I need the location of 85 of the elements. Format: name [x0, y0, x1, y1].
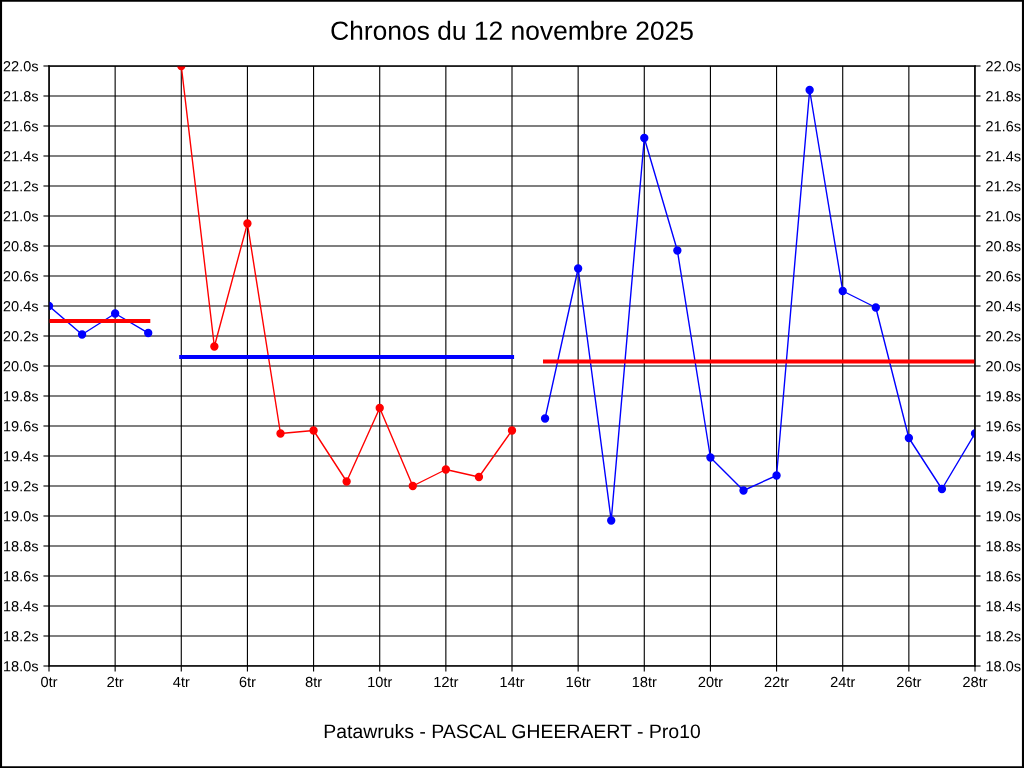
y-tick-label: 21.2s [3, 181, 39, 192]
y2-tick-label: 20.2s [986, 331, 1021, 342]
y2-tick-label: 22.0s [986, 61, 1021, 72]
point [210, 342, 219, 351]
y2-tick-label: 19.4s [986, 451, 1021, 462]
x-tick-label: 28tr [963, 676, 988, 688]
point [640, 133, 649, 143]
y2-tick-label: 19.6s [986, 421, 1021, 432]
x-tick-label: 22tr [764, 676, 789, 688]
y-tick-label: 18.0s [4, 661, 39, 672]
x-tick-label: 26tr [897, 676, 922, 688]
x-tick-label: 18tr [632, 676, 657, 688]
y-tick-label: 18.8s [4, 541, 39, 552]
chart-title: Chronos du 12 novembre 2025 [331, 20, 693, 41]
x-tick-label: 4tr [173, 676, 190, 688]
point [706, 453, 715, 462]
y2-tick-label: 21.4s [986, 151, 1021, 162]
y-tick-label: 19.6s [4, 421, 39, 432]
y-tick-label: 19.0s [4, 511, 39, 522]
y-tick-label: 20.0s [3, 361, 39, 372]
y2-tick-label: 20.0s [986, 361, 1021, 372]
y-tick-label: 20.2s [3, 331, 39, 342]
point [739, 486, 748, 495]
y2-tick-label: 21.0s [986, 211, 1021, 222]
x-tick-label: 0tr [41, 676, 58, 688]
x-tick-label: 20tr [698, 676, 723, 688]
x-tick-label: 16tr [566, 676, 591, 688]
y-tick-label: 21.0s [3, 211, 39, 222]
point [408, 481, 417, 491]
point [441, 465, 451, 474]
point [474, 472, 484, 482]
y2-tick-label: 21.8s [986, 91, 1021, 102]
y2-tick-label: 19.2s [986, 481, 1021, 492]
x-tick-label: 6tr [239, 676, 256, 688]
y2-tick-label: 18.0s [986, 661, 1021, 672]
y2-tick-label: 20.4s [986, 301, 1021, 312]
y-tick-label: 18.2s [4, 631, 39, 642]
y-tick-label: 20.6s [3, 271, 39, 282]
x-tick-label: 12tr [434, 676, 459, 688]
point [144, 328, 153, 338]
y2-tick-label: 18.2s [986, 631, 1021, 642]
y-tick-label: 21.6s [3, 121, 39, 132]
point [904, 433, 914, 443]
point [309, 426, 318, 435]
point [110, 309, 120, 318]
y-tick-label: 19.2s [4, 481, 39, 492]
y2-tick-label: 18.6s [986, 571, 1021, 582]
y2-tick-label: 19.8s [986, 391, 1021, 402]
y2-tick-label: 20.6s [986, 271, 1021, 282]
y-tick-label: 20.4s [3, 301, 39, 312]
y-tick-label: 21.4s [3, 151, 39, 162]
x-tick-label: 8tr [305, 676, 322, 688]
y2-tick-label: 21.6s [986, 121, 1021, 132]
y-tick-label: 19.8s [4, 391, 39, 402]
point [276, 429, 285, 438]
point [342, 477, 351, 486]
point [871, 303, 880, 312]
point [573, 264, 583, 273]
x-tick-label: 10tr [368, 676, 393, 688]
x-tick-label: 2tr [107, 676, 124, 688]
text: Patawruks - PASCAL GHEERAERT - Pro10 [324, 723, 700, 739]
point [937, 484, 947, 494]
y-tick-label: 21.8s [3, 91, 39, 102]
point [607, 516, 616, 525]
y-tick-label: 20.8s [3, 241, 39, 252]
y-tick-label: 18.4s [4, 601, 39, 612]
y2-tick-label: 21.2s [986, 181, 1021, 192]
x-tick-label: 14tr [500, 676, 525, 688]
point [540, 414, 550, 423]
point [243, 219, 252, 228]
y-tick-label: 18.6s [4, 571, 39, 582]
point [77, 330, 87, 339]
y2-tick-label: 19.0s [986, 511, 1021, 522]
x-tick-label: 24tr [830, 676, 856, 688]
point [507, 426, 517, 435]
y2-tick-label: 20.8s [986, 241, 1021, 252]
point [772, 471, 781, 480]
point [805, 85, 814, 95]
point [375, 403, 384, 413]
y-tick-label: 19.4s [4, 451, 39, 462]
y2-tick-label: 18.4s [986, 601, 1021, 612]
y2-tick-label: 18.8s [986, 541, 1021, 552]
point [838, 286, 847, 296]
y-tick-label: 22.0s [3, 61, 39, 72]
point [673, 246, 682, 255]
